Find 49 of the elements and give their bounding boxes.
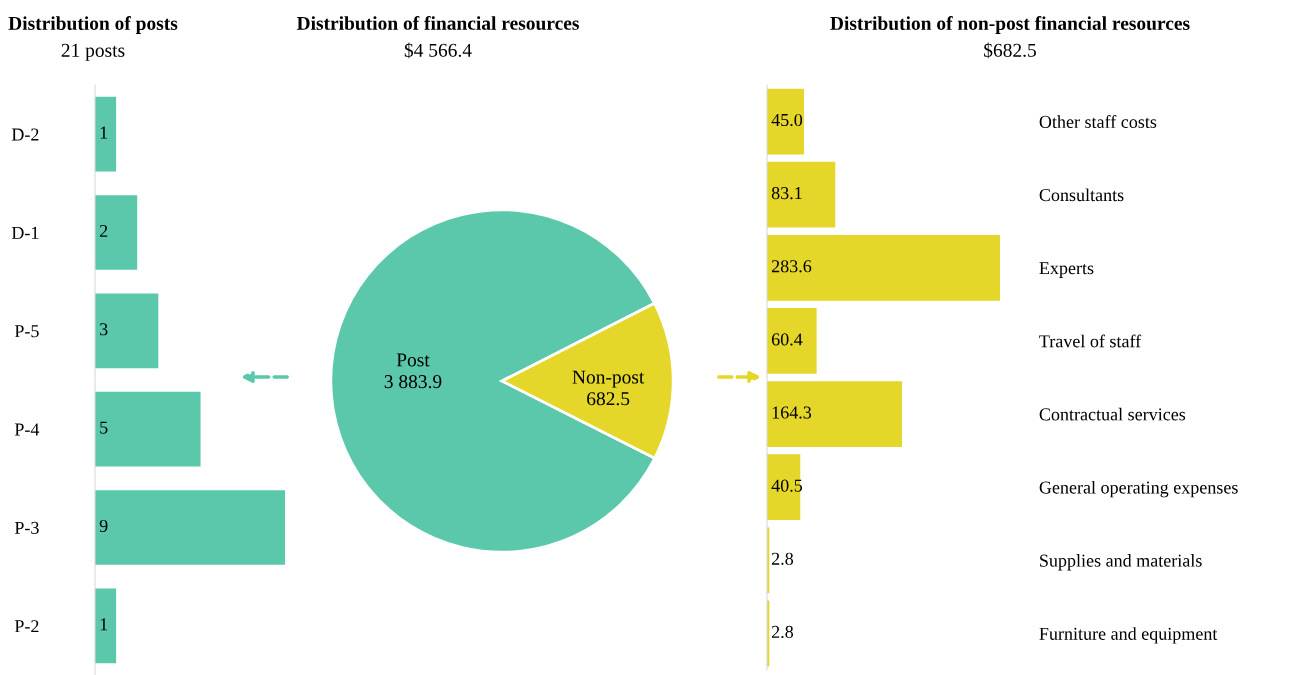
y-tick-label: Furniture and equipment <box>1039 627 1218 644</box>
data-label: 2.8 <box>771 625 794 639</box>
bar <box>767 454 801 521</box>
data-label: 5 <box>100 421 108 434</box>
y-tick-label: P-4 <box>14 423 40 436</box>
bar <box>767 308 817 374</box>
y-tick-label: Travel of staff <box>1039 334 1142 348</box>
bar <box>767 88 804 155</box>
y-tick-label: P-2 <box>14 620 39 633</box>
y-tick-label: Contractual services <box>1039 407 1186 421</box>
y-tick-label: D-2 <box>11 128 39 141</box>
data-label: 1 <box>100 126 108 139</box>
data-label: 2.8 <box>771 552 794 565</box>
chart-title: Distribution of posts <box>8 16 178 34</box>
chart-subtitle: 21 posts <box>61 43 125 61</box>
bar <box>95 588 117 664</box>
bar <box>767 234 1000 301</box>
data-label: 283.6 <box>771 260 812 273</box>
y-tick-label: D-1 <box>11 226 39 239</box>
data-label: 3 <box>100 323 108 336</box>
chart-title: Distribution of financial resources <box>296 15 579 30</box>
y-tick-label: P-3 <box>14 521 39 534</box>
data-label: 3 883.9 <box>384 375 442 389</box>
slice-label: Post <box>396 353 430 367</box>
y-tick-label: P-5 <box>14 325 39 338</box>
bar <box>767 381 902 447</box>
data-label: 2 <box>99 224 108 237</box>
bar <box>95 293 159 369</box>
y-tick-label: Supplies and materials <box>1040 554 1202 571</box>
bar <box>95 490 285 565</box>
bar <box>95 96 117 172</box>
y-tick-label: Other staff costs <box>1039 115 1157 128</box>
y-tick-label: Consultants <box>1039 188 1124 202</box>
data-label: 83.1 <box>771 187 802 200</box>
data-label: 60.4 <box>771 333 803 346</box>
data-label: 682.5 <box>587 392 630 406</box>
data-label: 45.0 <box>771 113 803 127</box>
y-tick-label: General operating expenses <box>1039 480 1238 498</box>
chart-title: Distribution of non-post financial resources <box>830 16 1190 34</box>
bar <box>95 195 138 270</box>
data-label: 1 <box>100 618 108 631</box>
bar <box>95 391 201 467</box>
chart-subtitle: $4 566.4 <box>404 42 472 59</box>
data-label: 164.3 <box>772 406 812 419</box>
slice-label: Non-post <box>572 370 645 388</box>
bar <box>767 161 836 228</box>
data-label: 9 <box>99 519 108 533</box>
chart-subtitle: $682.5 <box>984 42 1036 59</box>
y-tick-label: Experts <box>1039 262 1094 278</box>
